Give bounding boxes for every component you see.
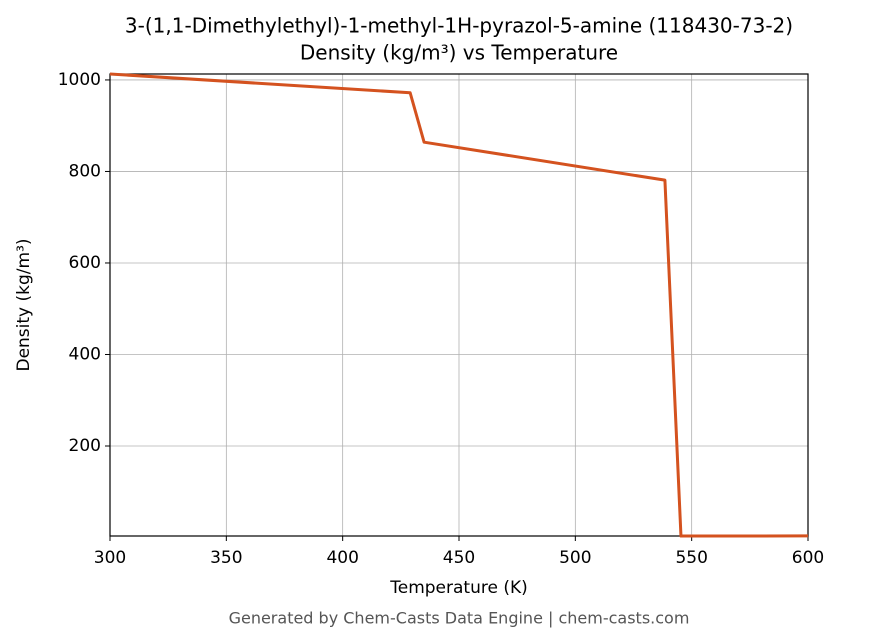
chart-subtitle: Density (kg/m³) vs Temperature — [300, 41, 618, 65]
y-axis-label: Density (kg/m³) — [14, 238, 34, 371]
x-tick-label: 300 — [94, 548, 126, 568]
x-tick-label: 600 — [792, 548, 824, 568]
x-tick-label: 400 — [326, 548, 358, 568]
caption: Generated by Chem-Casts Data Engine | ch… — [229, 609, 690, 628]
x-tick-label: 550 — [675, 548, 707, 568]
y-tick-label: 400 — [69, 344, 101, 364]
x-tick-label: 350 — [210, 548, 242, 568]
x-tick-label: 450 — [443, 548, 475, 568]
y-tick-label: 800 — [69, 161, 101, 181]
y-tick-label: 200 — [69, 436, 101, 456]
y-tick-label: 1000 — [58, 70, 101, 90]
data-line — [109, 72, 809, 538]
x-axis-label: Temperature (K) — [389, 578, 528, 598]
x-tick-label: 500 — [559, 548, 591, 568]
chart-title: 3-(1,1-Dimethylethyl)-1-methyl-1H-pyrazo… — [125, 14, 793, 38]
plot-frame — [109, 73, 809, 537]
y-tick-label: 600 — [69, 253, 101, 273]
